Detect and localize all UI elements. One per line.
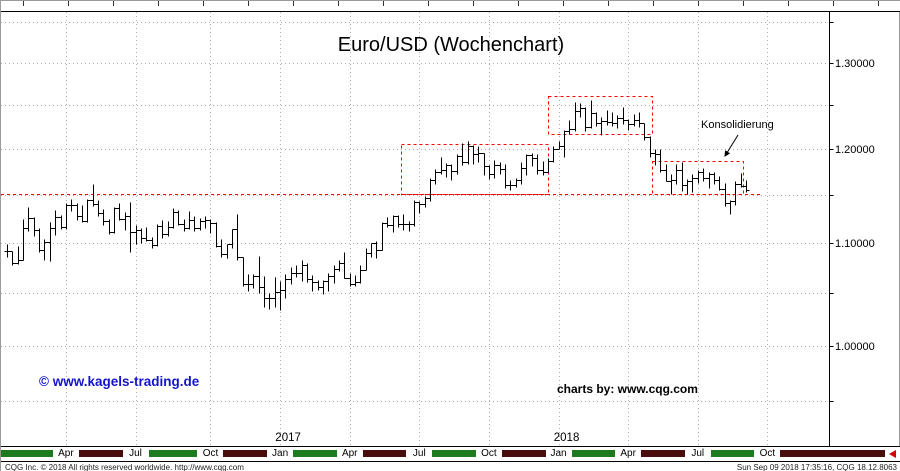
chart-plot-area[interactable]: 1.30000 1.20000 1.10000 1.00000 2017 2018 (1, 12, 900, 447)
month-label: Jan (272, 448, 289, 459)
timeline-segment (293, 450, 337, 457)
timeline-segment (501, 450, 546, 457)
kagels-watermark: © www.kagels-trading.de (39, 374, 200, 389)
month-label: Jul (129, 448, 142, 459)
timeline-segment (362, 450, 407, 457)
top-scrollbar-ticks (23, 1, 900, 6)
month-label: Apr (58, 448, 74, 459)
price-axis-label: 1.20000 (835, 144, 875, 156)
month-label: Jul (691, 448, 705, 459)
month-label: Apr (620, 448, 636, 459)
year-label: 2018 (554, 432, 580, 444)
status-copyright: CQG Inc. © 2018 All rights reserved worl… (5, 462, 244, 471)
month-label: Oct (481, 448, 497, 459)
month-label: Oct (202, 448, 219, 459)
month-label: Jul (412, 448, 426, 459)
month-label: Jan (550, 448, 567, 459)
timeline-segment (148, 450, 198, 457)
consolidation-box-2 (548, 96, 653, 135)
status-bar: CQG Inc. © 2018 All rights reserved worl… (1, 461, 900, 471)
consolidation-box-3 (652, 161, 744, 195)
chart-title: Euro/USD (Wochenchart) (337, 34, 565, 56)
status-timestamp: Sun Sep 09 2018 17:35:16, CQG 18.12.8063 (736, 462, 897, 471)
timeline-segment (1, 450, 53, 457)
timeline-segment (780, 450, 885, 457)
timeline-segment (710, 450, 755, 457)
annotation-arrow (724, 134, 739, 157)
price-axis-label: 1.10000 (835, 238, 875, 250)
timeline-segment (78, 450, 123, 457)
timeline-segment (571, 450, 616, 457)
month-label: Oct (759, 448, 776, 459)
price-axis-label: 1.00000 (835, 341, 875, 353)
time-axis-strip: Apr Jul Oct Jan Apr Jul Oct Jan Apr Jul Oct (1, 447, 900, 461)
scroll-left-arrow[interactable] (889, 450, 896, 458)
timeline-segment (223, 450, 268, 457)
consolidation-box-1 (401, 144, 549, 195)
month-label: Apr (341, 448, 358, 459)
price-axis-label: 1.30000 (835, 58, 875, 70)
timeline-segment (641, 450, 685, 457)
cqg-credit: charts by: www.cqg.com (557, 382, 698, 396)
ohlc-bars (4, 100, 750, 311)
consolidation-annotation: Konsolidierung (701, 119, 774, 131)
year-label: 2017 (275, 432, 301, 444)
top-scrollbar[interactable] (1, 1, 900, 12)
timeline-segment (432, 450, 476, 457)
